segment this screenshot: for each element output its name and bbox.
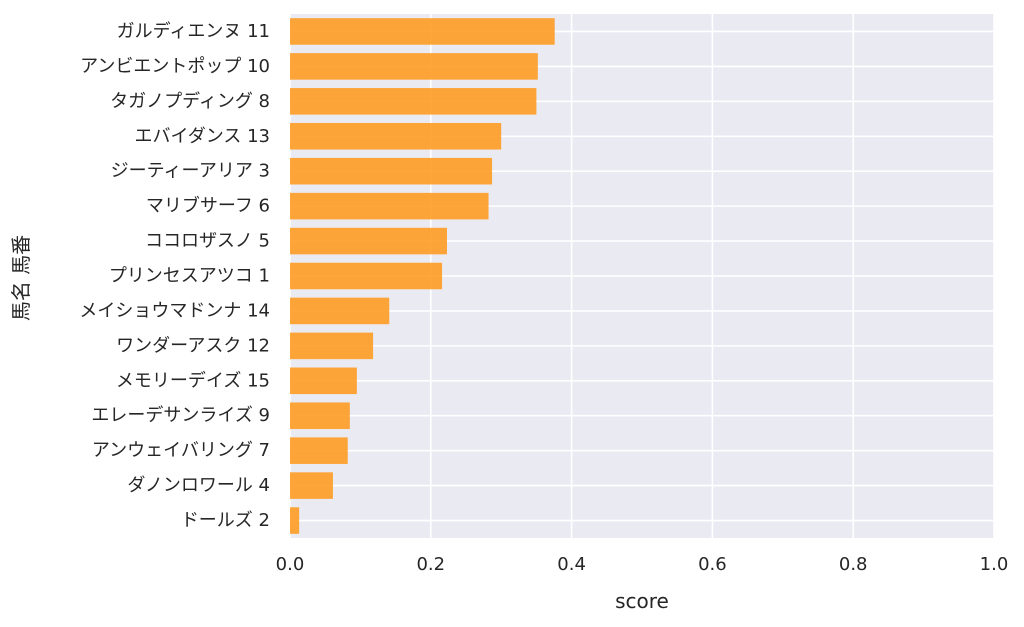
y-tick-labels: ガルディエンヌ 11 アンビエントポップ 10 タガノプディング 8 エバイダンス 1… — [79, 21, 270, 531]
bar — [290, 122, 502, 150]
y-tick-label: タガノプディング 8 — [110, 91, 270, 112]
bar — [290, 507, 300, 534]
y-tick-label: エレーデサンライズ 9 — [91, 405, 270, 426]
bar — [290, 437, 348, 464]
y-tick-label: ワンダーアスク 12 — [116, 335, 270, 356]
bar — [290, 367, 357, 395]
y-tick-label: プリンセスアツコ 1 — [109, 266, 270, 287]
bar — [290, 192, 489, 220]
bar — [290, 227, 447, 255]
bar — [290, 262, 443, 290]
y-tick-label: ドールズ 2 — [181, 510, 270, 531]
bar — [290, 53, 538, 80]
bar — [290, 402, 350, 430]
y-tick-label: アンウェイバリング 7 — [92, 440, 270, 461]
x-axis-title: score — [615, 589, 669, 613]
x-tick-label: 1.0 — [980, 554, 1009, 575]
x-tick-label: 0.8 — [839, 554, 868, 575]
bar — [290, 297, 390, 325]
y-tick-label: ジーティーアリア 3 — [111, 161, 270, 182]
bar — [290, 472, 333, 499]
y-tick-label: エバイダンス 13 — [134, 126, 270, 147]
y-axis-title: 馬名 馬番 — [9, 235, 33, 321]
y-tick-label: アンビエントポップ 10 — [80, 56, 270, 77]
bar — [290, 332, 374, 360]
y-tick-label: ダノンロワール 4 — [127, 475, 270, 496]
y-tick-label: ガルディエンヌ 11 — [117, 21, 270, 42]
bar — [290, 88, 537, 115]
bars — [290, 18, 555, 534]
bar — [290, 157, 493, 185]
y-tick-label: メモリーデイズ 15 — [116, 370, 270, 391]
bar — [290, 18, 555, 45]
x-tick-label: 0.0 — [276, 554, 305, 575]
x-tick-labels: 0.0 0.2 0.4 0.6 0.8 1.0 — [276, 554, 1009, 575]
y-tick-label: ココロザスノ 5 — [145, 231, 270, 252]
y-tick-label: マリブサーフ 6 — [146, 195, 270, 217]
x-tick-label: 0.4 — [557, 554, 586, 575]
x-tick-label: 0.2 — [416, 554, 445, 575]
x-tick-label: 0.6 — [698, 554, 727, 575]
y-tick-label: メイショウマドンナ 14 — [79, 300, 270, 321]
